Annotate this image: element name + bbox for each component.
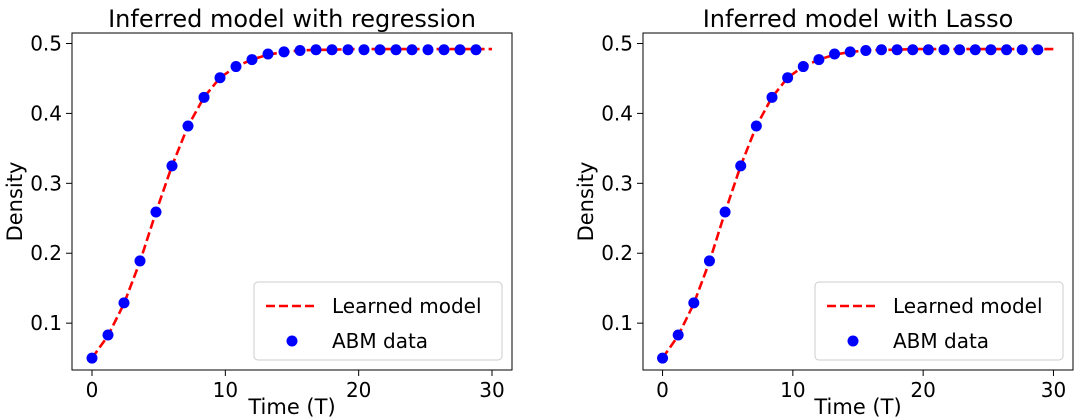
abm-data-point (797, 61, 809, 73)
x-tick-label: 30 (1041, 378, 1066, 402)
abm-data-point (134, 255, 146, 267)
abm-data-point (844, 46, 856, 58)
y-tick-label: 0.1 (30, 311, 62, 335)
abm-data-point (406, 44, 418, 56)
chart-title: Inferred model with regression (108, 5, 476, 33)
abm-data-point (246, 54, 258, 66)
y-tick-label: 0.4 (601, 101, 633, 125)
abm-data-point (750, 120, 762, 132)
abm-data-point (782, 72, 794, 84)
abm-data-point (969, 44, 981, 56)
x-tick-label: 0 (656, 378, 669, 402)
abm-data-point (454, 44, 466, 56)
right-chart-lasso: Inferred model with Lasso 0 10 20 30 0.1 0.2 0.… (574, 5, 1074, 418)
y-axis-label: Density (3, 162, 27, 242)
abm-data-point (985, 44, 997, 56)
x-axis-label: Time (T) (247, 395, 335, 418)
legend-label: Learned model (332, 294, 482, 318)
x-tick-label: 20 (910, 378, 935, 402)
abm-data-point (1001, 44, 1013, 56)
y-tick-label: 0.5 (601, 31, 633, 55)
abm-data-point (230, 61, 242, 73)
legend-label: ABM data (332, 329, 428, 353)
chart-title: Inferred model with Lasso (703, 5, 1014, 33)
legend-box (814, 281, 1064, 361)
y-tick-label: 0.2 (30, 241, 62, 265)
abm-data-point (118, 297, 130, 309)
abm-data-point (310, 44, 322, 56)
abm-data-point (214, 72, 226, 84)
y-tick-label: 0.2 (601, 241, 633, 265)
legend-label: ABM data (893, 329, 989, 353)
x-tick-label: 20 (346, 378, 371, 402)
abm-data-point (342, 44, 354, 56)
abm-data-point (182, 120, 194, 132)
left-chart-regression: Inferred model with regression 0 10 20 30 0.1… (3, 5, 513, 418)
y-tick-label: 0.3 (601, 171, 633, 195)
abm-data-point (470, 44, 482, 56)
abm-data-point (262, 48, 274, 60)
abm-data-point (1032, 44, 1044, 56)
y-axis-label: Density (574, 162, 598, 242)
abm-data-point (688, 297, 700, 309)
abm-data-point (657, 352, 669, 364)
x-axis-label: Time (T) (813, 395, 901, 418)
legend: Learned model ABM data (253, 281, 503, 361)
abm-data-point (150, 206, 162, 218)
abm-data-point (813, 54, 825, 66)
abm-data-point (390, 44, 402, 56)
abm-data-point (374, 44, 386, 56)
abm-data-point (672, 329, 684, 341)
abm-data-point (422, 44, 434, 56)
y-tick-label: 0.4 (30, 101, 62, 125)
abm-data-point (278, 46, 290, 58)
abm-data-point (829, 48, 841, 60)
abm-data-point (438, 44, 450, 56)
abm-data-point (907, 44, 919, 56)
abm-data-point (294, 44, 306, 56)
abm-data-point (922, 44, 934, 56)
x-tick-label: 0 (86, 378, 99, 402)
abm-data-point (891, 44, 903, 56)
abm-data-point (198, 91, 210, 103)
legend-marker-swatch (847, 335, 859, 347)
abm-data-point (703, 255, 715, 267)
x-tick-label: 10 (213, 378, 238, 402)
y-tick-label: 0.1 (601, 311, 633, 335)
x-tick-label: 10 (780, 378, 805, 402)
abm-data-point (1016, 44, 1028, 56)
y-tick-label: 0.5 (30, 31, 62, 55)
abm-data-point (719, 206, 731, 218)
legend-marker-swatch (286, 335, 298, 347)
abm-data-point (86, 352, 98, 364)
axes-frame (642, 32, 1074, 371)
legend-box (253, 281, 503, 361)
legend-label: Learned model (893, 294, 1043, 318)
abm-data-point (938, 44, 950, 56)
abm-data-point (875, 44, 887, 56)
abm-data-point (735, 160, 747, 172)
x-tick-label: 30 (479, 378, 504, 402)
legend: Learned model ABM data (814, 281, 1064, 361)
axes-frame (71, 32, 513, 371)
abm-data-point (358, 44, 370, 56)
abm-data-point (766, 91, 778, 103)
y-tick-label: 0.3 (30, 171, 62, 195)
abm-data-point (954, 44, 966, 56)
abm-data-point (102, 329, 114, 341)
abm-data-point (326, 44, 338, 56)
abm-data-point (860, 44, 872, 56)
abm-data-point (166, 160, 178, 172)
